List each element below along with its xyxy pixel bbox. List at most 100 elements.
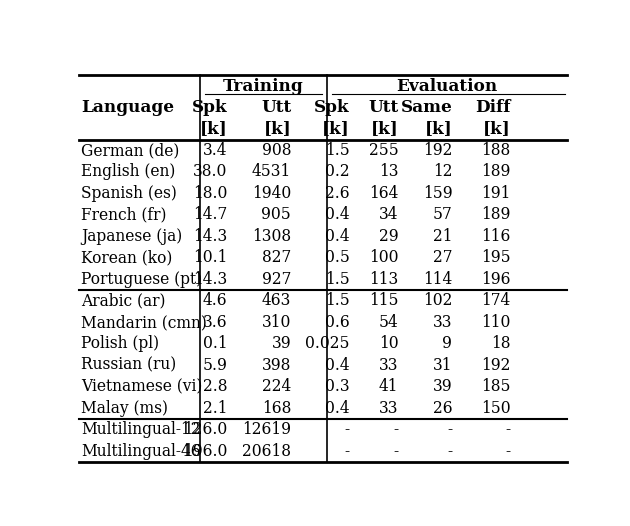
Text: 33: 33: [379, 357, 399, 374]
Text: 196.0: 196.0: [183, 443, 227, 460]
Text: 1.5: 1.5: [325, 292, 350, 309]
Text: 192: 192: [481, 357, 511, 374]
Text: Korean (ko): Korean (ko): [81, 249, 173, 267]
Text: Spanish (es): Spanish (es): [81, 185, 177, 202]
Text: 100: 100: [369, 249, 399, 267]
Text: 9: 9: [442, 336, 452, 352]
Text: 3.4: 3.4: [203, 142, 227, 159]
Text: 398: 398: [261, 357, 291, 374]
Text: 0.1: 0.1: [203, 336, 227, 352]
Text: 27: 27: [433, 249, 452, 267]
Text: 310: 310: [261, 314, 291, 331]
Text: 185: 185: [481, 378, 511, 396]
Text: 1.5: 1.5: [325, 271, 350, 288]
Text: 102: 102: [423, 292, 452, 309]
Text: [k]: [k]: [263, 120, 291, 137]
Text: 18.0: 18.0: [193, 185, 227, 202]
Text: 927: 927: [261, 271, 291, 288]
Text: 18: 18: [491, 336, 511, 352]
Text: 20618: 20618: [242, 443, 291, 460]
Text: -: -: [345, 421, 350, 438]
Text: 54: 54: [379, 314, 399, 331]
Text: 113: 113: [369, 271, 399, 288]
Text: 13: 13: [379, 164, 399, 180]
Text: 905: 905: [261, 206, 291, 224]
Text: 5.9: 5.9: [203, 357, 227, 374]
Text: 195: 195: [481, 249, 511, 267]
Text: 0.5: 0.5: [325, 249, 350, 267]
Text: [k]: [k]: [371, 120, 399, 137]
Text: 908: 908: [261, 142, 291, 159]
Text: 126.0: 126.0: [183, 421, 227, 438]
Text: 188: 188: [481, 142, 511, 159]
Text: 2.1: 2.1: [203, 400, 227, 417]
Text: 164: 164: [369, 185, 399, 202]
Text: Same: Same: [401, 99, 452, 116]
Text: Arabic (ar): Arabic (ar): [81, 292, 166, 309]
Text: -: -: [447, 421, 452, 438]
Text: 116: 116: [481, 228, 511, 245]
Text: Russian (ru): Russian (ru): [81, 357, 176, 374]
Text: 191: 191: [481, 185, 511, 202]
Text: French (fr): French (fr): [81, 206, 167, 224]
Text: Mandarin (cmn): Mandarin (cmn): [81, 314, 207, 331]
Text: 38.0: 38.0: [193, 164, 227, 180]
Text: 14.7: 14.7: [193, 206, 227, 224]
Text: Diff: Diff: [476, 99, 511, 116]
Text: 827: 827: [262, 249, 291, 267]
Text: 463: 463: [261, 292, 291, 309]
Text: 0.4: 0.4: [325, 400, 350, 417]
Text: [k]: [k]: [200, 120, 227, 137]
Text: 110: 110: [481, 314, 511, 331]
Text: 4531: 4531: [252, 164, 291, 180]
Text: Malay (ms): Malay (ms): [81, 400, 168, 417]
Text: 1308: 1308: [252, 228, 291, 245]
Text: 0.3: 0.3: [325, 378, 350, 396]
Text: 57: 57: [433, 206, 452, 224]
Text: 4.6: 4.6: [203, 292, 227, 309]
Text: -: -: [447, 443, 452, 460]
Text: 115: 115: [369, 292, 399, 309]
Text: 1940: 1940: [252, 185, 291, 202]
Text: 168: 168: [261, 400, 291, 417]
Text: -: -: [345, 443, 350, 460]
Text: 192: 192: [423, 142, 452, 159]
Text: 1.5: 1.5: [325, 142, 350, 159]
Text: 3.6: 3.6: [203, 314, 227, 331]
Text: 10.1: 10.1: [193, 249, 227, 267]
Text: [k]: [k]: [322, 120, 350, 137]
Text: 12619: 12619: [242, 421, 291, 438]
Text: 174: 174: [481, 292, 511, 309]
Text: 189: 189: [481, 164, 511, 180]
Text: 189: 189: [481, 206, 511, 224]
Text: 255: 255: [369, 142, 399, 159]
Text: 33: 33: [379, 400, 399, 417]
Text: 29: 29: [379, 228, 399, 245]
Text: Spk: Spk: [314, 99, 350, 116]
Text: 2.8: 2.8: [203, 378, 227, 396]
Text: 196: 196: [481, 271, 511, 288]
Text: 150: 150: [481, 400, 511, 417]
Text: Multilingual-12: Multilingual-12: [81, 421, 201, 438]
Text: 0.4: 0.4: [325, 357, 350, 374]
Text: 26: 26: [433, 400, 452, 417]
Text: Japanese (ja): Japanese (ja): [81, 228, 183, 245]
Text: Utt: Utt: [261, 99, 291, 116]
Text: 159: 159: [423, 185, 452, 202]
Text: 33: 33: [433, 314, 452, 331]
Text: 224: 224: [262, 378, 291, 396]
Text: [k]: [k]: [483, 120, 511, 137]
Text: English (en): English (en): [81, 164, 176, 180]
Text: 21: 21: [433, 228, 452, 245]
Text: 0.6: 0.6: [325, 314, 350, 331]
Text: 14.3: 14.3: [193, 228, 227, 245]
Text: 14.3: 14.3: [193, 271, 227, 288]
Text: 41: 41: [379, 378, 399, 396]
Text: 0.4: 0.4: [325, 228, 350, 245]
Text: 34: 34: [379, 206, 399, 224]
Text: 39: 39: [272, 336, 291, 352]
Text: 10: 10: [379, 336, 399, 352]
Text: -: -: [506, 443, 511, 460]
Text: 0.2: 0.2: [325, 164, 350, 180]
Text: -: -: [393, 443, 399, 460]
